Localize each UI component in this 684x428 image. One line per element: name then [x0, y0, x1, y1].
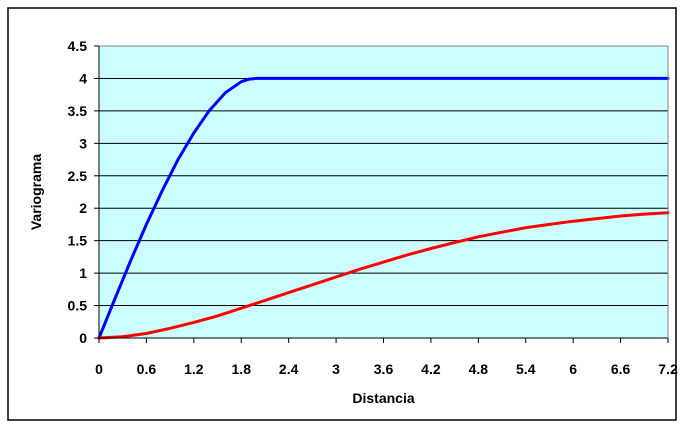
y-tick-label: 0: [79, 330, 87, 346]
y-tick-label: 0.5: [68, 298, 88, 314]
y-tick-label: 1.5: [68, 233, 88, 249]
x-tick-label: 5.4: [516, 361, 536, 377]
x-tick-label: 1.8: [232, 361, 252, 377]
x-tick-label: 1.2: [184, 361, 204, 377]
y-axis-title: Variograma: [28, 154, 44, 230]
plot-area: [99, 46, 668, 338]
y-tick-label: 4: [79, 70, 87, 86]
x-tick-label: 2.4: [279, 361, 299, 377]
y-tick-label: 2.5: [68, 168, 88, 184]
tick-labels: 0 0.5 1 1.5 2 2.5 3 3.5 4 4.5 0 0.6 1.2 1.8 2.4 3 3.6 4.2…: [68, 38, 678, 377]
y-tick-label: 4.5: [68, 38, 88, 54]
x-tick-label: 6.6: [611, 361, 631, 377]
axes: [94, 45, 669, 343]
x-tick-label: 4.2: [421, 361, 441, 377]
x-tick-label: 3: [332, 361, 340, 377]
x-tick-label: 0.6: [137, 361, 157, 377]
x-tick-label: 6: [569, 361, 577, 377]
y-tick-label: 3: [79, 135, 87, 151]
x-tick-label: 3.6: [374, 361, 394, 377]
x-tick-label: 7.2: [658, 361, 678, 377]
x-tick-label: 4.8: [469, 361, 489, 377]
x-tick-label: 0: [95, 361, 103, 377]
y-tick-label: 1: [79, 265, 87, 281]
y-tick-label: 2: [79, 200, 87, 216]
series-layer: [97, 76, 670, 340]
series-line-2: [97, 211, 670, 340]
series-line-1: [97, 76, 670, 340]
y-tick-label: 3.5: [68, 103, 88, 119]
x-axis-title: Distancia: [352, 390, 414, 406]
